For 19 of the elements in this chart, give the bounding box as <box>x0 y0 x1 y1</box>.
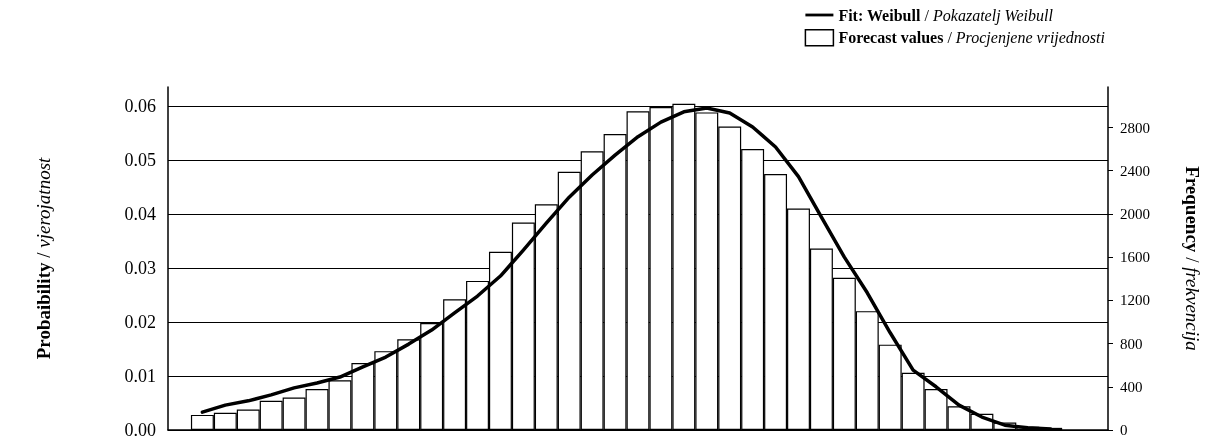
y2-tick-label: 0 <box>1120 422 1128 438</box>
y-axis-title: Probaibility / vjerojatnost <box>33 156 54 360</box>
y-tick-label: 0.02 <box>124 311 156 332</box>
y2-tick-label: 1600 <box>1120 249 1150 266</box>
y-tick-label: 0.00 <box>124 420 156 440</box>
y2-tick-label: 400 <box>1120 378 1143 395</box>
y2-tick-label: 2000 <box>1120 205 1150 222</box>
y2-tick-label: 800 <box>1120 335 1143 352</box>
legend-label: Forecast values / Procjenjene vrijednosti <box>838 29 1105 48</box>
y-tick-label: 0.05 <box>124 149 156 170</box>
y2-tick-label: 2400 <box>1120 162 1150 179</box>
y-tick-label: 0.04 <box>124 203 156 224</box>
y2-tick-label: 1200 <box>1120 292 1150 309</box>
y2-tick-label: 2800 <box>1120 119 1150 136</box>
y-tick-label: 0.03 <box>124 257 156 278</box>
y2-axis-title: Frequency / frekvencija <box>1182 166 1203 351</box>
legend-label: Fit: Weibull / Pokazatelj Weibull <box>838 6 1054 25</box>
y-tick-label: 0.06 <box>124 95 156 116</box>
y-tick-label: 0.01 <box>124 365 156 386</box>
